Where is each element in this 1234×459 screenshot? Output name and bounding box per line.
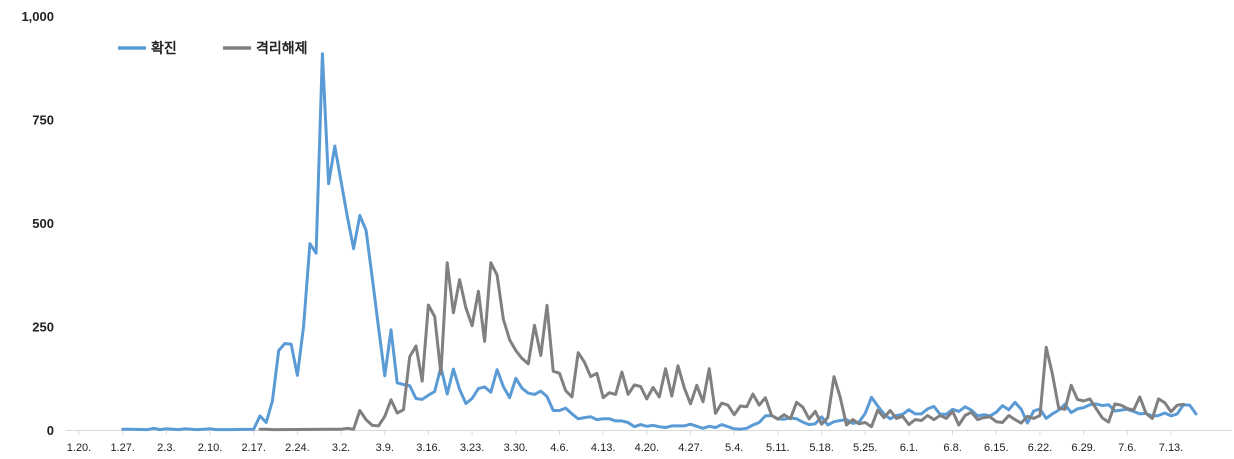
x-tick-label: 1.20.	[67, 442, 91, 454]
x-tick-label: 6.15.	[984, 442, 1008, 454]
y-tick-label: 250	[32, 320, 54, 335]
y-tick-label: 500	[32, 216, 54, 231]
x-tick-label: 3.9.	[376, 442, 394, 454]
x-tick-label: 5.25.	[853, 442, 877, 454]
x-tick-label: 7.6.	[1118, 442, 1136, 454]
x-tick-label: 6.1.	[900, 442, 918, 454]
x-tick-label: 4.20.	[635, 442, 659, 454]
x-tick-label: 5.11.	[766, 442, 790, 454]
x-tick-label: 3.30.	[504, 442, 528, 454]
x-tick-label: 4.13.	[591, 442, 615, 454]
x-tick-label: 2.24.	[285, 442, 309, 454]
legend-label-0: 확진	[151, 40, 177, 57]
x-tick-label: 6.29.	[1071, 442, 1095, 454]
x-tick-label: 2.17.	[241, 442, 265, 454]
x-tick-label: 2.10.	[198, 442, 222, 454]
x-tick-label: 5.4.	[725, 442, 743, 454]
y-tick-label: 1,000	[21, 9, 54, 24]
x-axis-ticks: 1.20. 1.27. 2.3. 2.10. 2.17. 2.24. 3.2. 3.9. 3.1…	[67, 430, 1183, 454]
y-tick-label: 0	[47, 423, 54, 438]
y-tick-label: 750	[32, 113, 54, 128]
x-tick-label: 3.23.	[460, 442, 484, 454]
x-tick-label: 3.2.	[332, 442, 350, 454]
x-tick-label: 3.16.	[416, 442, 440, 454]
plot-area	[121, 52, 1198, 432]
legend: 확진 격리해제	[118, 40, 308, 57]
x-tick-label: 5.18.	[809, 442, 833, 454]
y-axis-ticks: 0 250 500 750 1,000	[21, 9, 54, 438]
x-tick-label: 2.3.	[157, 442, 175, 454]
x-tick-label: 4.27.	[678, 442, 702, 454]
x-tick-label: 4.6.	[550, 442, 568, 454]
series-line-0	[121, 52, 1198, 432]
series-line-1	[258, 261, 1185, 432]
x-tick-label: 6.22.	[1028, 442, 1052, 454]
legend-label-1: 격리해제	[256, 40, 308, 57]
x-tick-label: 1.27.	[110, 442, 134, 454]
x-tick-label: 7.13.	[1159, 442, 1183, 454]
x-tick-label: 6.8.	[943, 442, 961, 454]
